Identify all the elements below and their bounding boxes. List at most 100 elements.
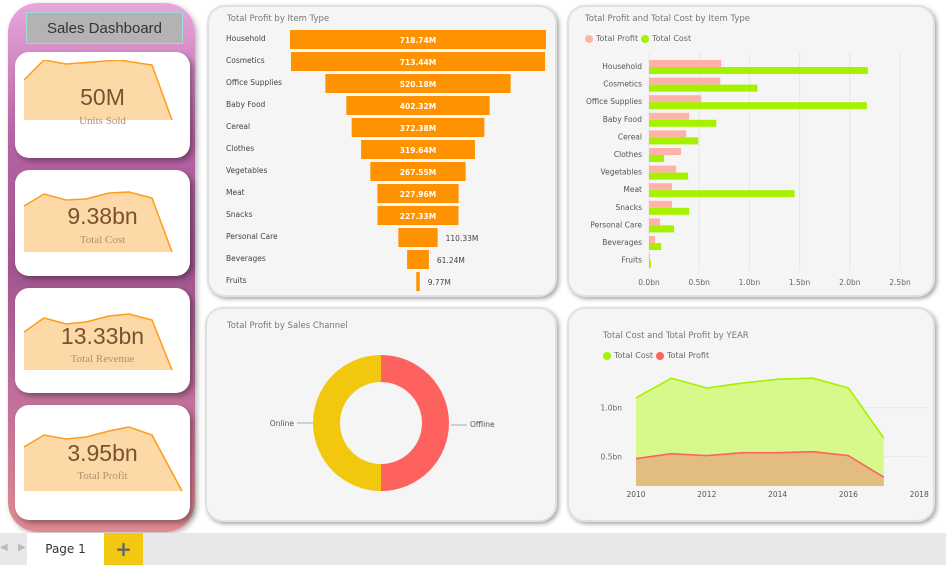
- chart-title: Total Profit by Sales Channel: [227, 321, 348, 331]
- data-label: 267.55M: [400, 168, 436, 177]
- slice-label: Offline: [470, 420, 495, 429]
- profit-bar: [649, 60, 722, 67]
- series-line-cost: [635, 377, 885, 439]
- x-tick-label: 1.0bn: [739, 278, 761, 287]
- cost-bar: [649, 84, 758, 92]
- area-fill-profit: [636, 451, 884, 486]
- data-label: 372.38M: [400, 124, 436, 133]
- kpi-label: Total Revenue: [70, 353, 135, 365]
- sparkline: [24, 191, 173, 253]
- category-label: Household: [602, 62, 642, 71]
- data-label: 713.44M: [400, 58, 436, 67]
- kpi-card-total-revenue: 13.33bn Total Revenue: [15, 288, 190, 393]
- slice-label: Online: [270, 419, 295, 428]
- x-tick-label: 2014: [768, 490, 787, 499]
- category-label: Meat: [623, 185, 642, 194]
- sparkline: [24, 60, 173, 121]
- cost-bar: [649, 155, 665, 162]
- legend-label: Total Cost: [614, 351, 654, 360]
- funnel-bar: [416, 272, 420, 291]
- x-tick-label: 0.5bn: [688, 278, 710, 287]
- donut-slice-offline: [381, 355, 449, 491]
- x-tick-label: 2012: [697, 490, 716, 499]
- category-label: Snacks: [616, 203, 643, 212]
- legend: Total Profit Total Cost: [585, 34, 691, 43]
- legend-dot-cost: [603, 351, 611, 360]
- donut-chart: Offline Online: [270, 355, 495, 491]
- category-label: Cereal: [618, 132, 642, 141]
- cost-bar: [649, 225, 675, 233]
- cost-bar: [649, 243, 662, 250]
- donut-slice-online: [313, 355, 381, 491]
- chart-title: Total Profit and Total Cost by Item Type: [585, 14, 750, 24]
- category-label: Beverages: [602, 238, 642, 247]
- funnel-bar: [377, 184, 459, 203]
- profit-bar: [649, 236, 656, 243]
- x-tick-label: 0.0bn: [638, 278, 660, 287]
- kpi-value: 50M: [80, 84, 125, 110]
- data-label: 520.18M: [400, 80, 436, 89]
- cost-bar: [649, 67, 868, 74]
- category-label: Vegetables: [601, 168, 643, 177]
- funnel-bar: [351, 118, 485, 137]
- kpi-label: Total Cost: [79, 234, 126, 246]
- add-page-button[interactable]: +: [104, 533, 143, 565]
- tab-page-1[interactable]: Page 1: [27, 533, 104, 565]
- funnel-chart: Household 718.74M Cosmetics 713.44M Office S…: [226, 30, 546, 291]
- data-label: 227.33M: [400, 212, 436, 221]
- cost-bar: [649, 119, 717, 127]
- profit-bar: [649, 95, 702, 103]
- category-label: Clothes: [226, 144, 254, 153]
- profit-bar: [649, 218, 661, 226]
- category-label: Fruits: [226, 276, 247, 285]
- x-tick-label: 2018: [910, 490, 929, 499]
- scroll-left-icon[interactable]: ◀: [0, 542, 8, 553]
- legend-label: Total Profit: [667, 351, 710, 360]
- legend-dot-cost: [641, 34, 650, 43]
- area-chart: 0.5bn 1.0bn 2010 2012 2014 2016 2018: [601, 377, 929, 499]
- cost-bar: [649, 137, 699, 145]
- profit-bar: [649, 200, 673, 208]
- cost-bar: [649, 190, 795, 198]
- scroll-right-icon[interactable]: ▶: [18, 542, 26, 553]
- category-label: Snacks: [226, 210, 253, 219]
- kpi-value: 9.38bn: [67, 203, 138, 229]
- y-tick-label: 1.0bn: [601, 404, 623, 413]
- data-label: 9.77M: [428, 278, 451, 287]
- category-label: Baby Food: [603, 115, 643, 124]
- x-tick-label: 2.0bn: [839, 278, 861, 287]
- category-label: Cosmetics: [226, 56, 265, 65]
- legend-label: Total Profit: [596, 34, 639, 43]
- category-label: Personal Care: [226, 232, 278, 241]
- data-label: 402.32M: [400, 102, 436, 111]
- profit-bar: [649, 165, 677, 173]
- kpi-card-total-profit: 3.95bn Total Profit: [15, 405, 190, 520]
- x-tick-label: 1.5bn: [789, 278, 811, 287]
- dashboard-title-button[interactable]: Sales Dashboard: [26, 12, 183, 44]
- grouped-bar-chart: 0.0bn 0.5bn 1.0bn 1.5bn 2.0bn 2.5bn Household C…: [586, 53, 911, 287]
- funnel-bar: [325, 74, 511, 93]
- x-tick-label: 2.5bn: [889, 278, 911, 287]
- chart-title: Total Cost and Total Profit by YEAR: [603, 331, 749, 341]
- profit-cost-by-item-type-panel: Total Profit and Total Cost by Item Type…: [567, 5, 935, 297]
- y-tick-label: 0.5bn: [601, 453, 623, 462]
- legend-dot-profit: [656, 351, 665, 360]
- series-line-profit: [635, 450, 885, 478]
- category-label: Cereal: [226, 122, 250, 131]
- funnel-bar: [361, 140, 475, 159]
- x-tick-label: 2010: [626, 490, 645, 499]
- profit-bar: [649, 148, 682, 155]
- category-label: Personal Care: [590, 220, 642, 229]
- cost-bar: [649, 102, 867, 110]
- funnel-bar: [407, 250, 429, 269]
- funnel-bar: [346, 96, 490, 115]
- page-tab-bar: ◀ ▶: [0, 533, 946, 565]
- kpi-card-units-sold: 50M Units Sold: [15, 52, 190, 158]
- legend: Total Cost Total Profit: [603, 351, 709, 360]
- funnel-bar: [398, 228, 438, 247]
- data-label: 110.33M: [446, 234, 479, 243]
- profit-bar: [649, 183, 673, 191]
- sparkline: [24, 313, 173, 371]
- category-label: Office Supplies: [226, 78, 282, 87]
- data-label: 227.96M: [400, 190, 436, 199]
